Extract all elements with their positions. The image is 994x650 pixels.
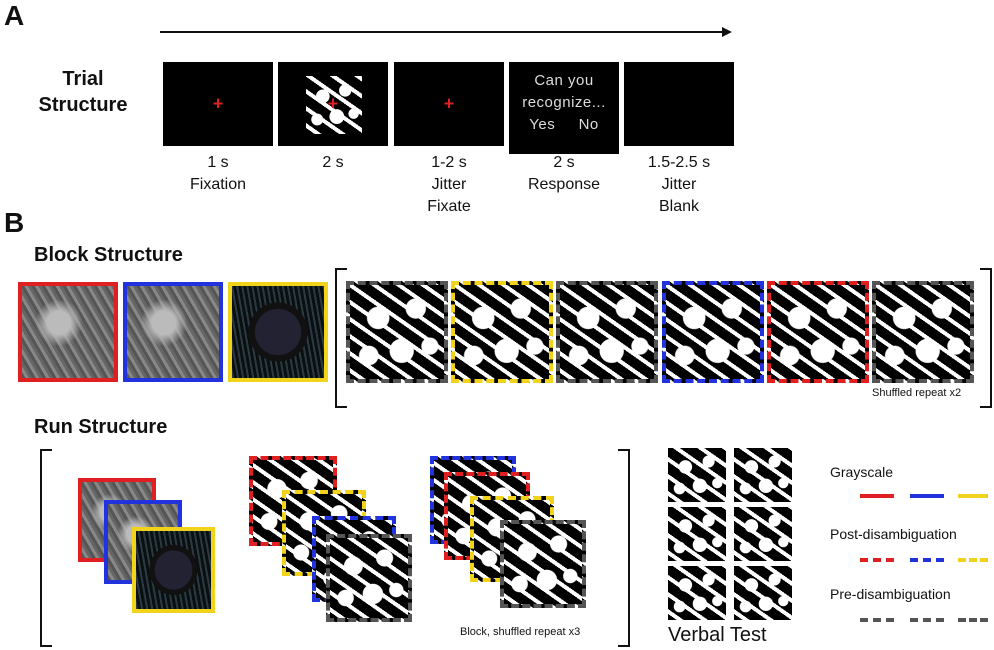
- step-duration: 1 s: [207, 154, 229, 171]
- legend-pre-gray-line-3: [958, 618, 988, 622]
- step-duration: 1-2 s: [431, 154, 467, 171]
- trial-title-line1: Trial: [62, 68, 104, 90]
- step-name-2: Fixate: [427, 198, 471, 215]
- verbal-test-image-1: [668, 448, 726, 502]
- grayscale-image-cow: [18, 282, 118, 382]
- response-no: No: [578, 116, 599, 133]
- block-image-1: [346, 281, 448, 383]
- response-yes: Yes: [529, 116, 556, 133]
- verbal-test-image-4: [734, 507, 792, 561]
- step-duration: 2 s: [553, 154, 575, 171]
- legend-grayscale-yellow-line: [958, 494, 988, 498]
- stimulus-image: [306, 76, 362, 134]
- fixation-screen: +: [163, 62, 273, 146]
- block-image-2: [451, 281, 553, 383]
- block-image-6: [872, 281, 974, 383]
- timeline-arrow: [160, 27, 732, 37]
- legend-pre-gray-line-2: [910, 618, 944, 622]
- step-name: Fixation: [189, 176, 247, 193]
- block-bracket-right: [980, 268, 992, 408]
- trial-structure-title: Trial Structure: [28, 66, 138, 118]
- response-question-line1: Can you: [534, 72, 594, 89]
- response-options: Yes No: [509, 114, 619, 136]
- block-image-5: [767, 281, 869, 383]
- verbal-test-image-5: [668, 566, 726, 620]
- verbal-test-image-2: [734, 448, 792, 502]
- stimulus-screen: +: [278, 62, 388, 146]
- block-structure-title: Block Structure: [34, 244, 183, 266]
- step-name: Response: [527, 176, 601, 193]
- block-bracket-left: [335, 268, 347, 408]
- verbal-test-image-6: [734, 566, 792, 620]
- block-image-4: [662, 281, 764, 383]
- step-label-stimulus: 2 s: [278, 152, 388, 174]
- legend-grayscale-blue-line: [910, 494, 944, 498]
- step-label-fixation: 1 s Fixation: [163, 152, 273, 196]
- step-label-response: 2 s Response: [509, 152, 619, 196]
- panel-label-b: B: [4, 207, 25, 238]
- jitter-fixate-screen: +: [394, 62, 504, 146]
- step-label-blank: 1.5-2.5 s Jitter Blank: [624, 152, 734, 218]
- stimulus-fixation-cross-icon: +: [327, 93, 339, 114]
- legend-grayscale-red-line: [860, 494, 894, 498]
- trial-title-line2: Structure: [38, 94, 128, 116]
- run-stack1-gray: [326, 534, 412, 622]
- step-duration: 1.5-2.5 s: [647, 154, 711, 171]
- step-label-jitter-fixate: 1-2 s Jitter Fixate: [394, 152, 504, 218]
- response-screen: Can you recognize... Yes No: [509, 62, 619, 154]
- jitter-fixation-cross-icon: +: [443, 93, 455, 114]
- verbal-test-image-3: [668, 507, 726, 561]
- run-bracket-right: [618, 449, 630, 647]
- run-structure-title: Run Structure: [34, 416, 168, 438]
- fixation-cross-icon: +: [212, 93, 224, 114]
- blank-screen: [624, 62, 734, 146]
- grayscale-image-dragonfly: [123, 282, 223, 382]
- run-stack2-gray: [500, 520, 586, 608]
- panel-label-a: A: [4, 0, 25, 31]
- legend-post-label: Post-disambiguation: [830, 526, 957, 542]
- block-image-3: [556, 281, 658, 383]
- step-name: Jitter: [661, 176, 697, 193]
- block-repeat-label: Shuffled repeat x2: [872, 387, 962, 399]
- run-grayscale-yellow: [132, 527, 215, 613]
- legend-pre-label: Pre-disambiguation: [830, 586, 951, 602]
- verbal-test-label: Verbal Test: [668, 624, 767, 646]
- run-bracket-left: [40, 449, 52, 647]
- legend-grayscale-label: Grayscale: [830, 464, 894, 480]
- grayscale-image-pineapple: [228, 282, 328, 382]
- legend-post-yellow-line: [958, 558, 988, 562]
- step-name-2: Blank: [658, 198, 700, 215]
- run-repeat-label: Block, shuffled repeat x3: [460, 626, 581, 638]
- legend-post-blue-line: [910, 558, 944, 562]
- step-name: Jitter: [431, 176, 467, 193]
- legend-pre-gray-line-1: [860, 618, 894, 622]
- legend-post-red-line: [860, 558, 894, 562]
- step-duration: 2 s: [322, 154, 344, 171]
- response-question-line2: recognize...: [522, 94, 606, 111]
